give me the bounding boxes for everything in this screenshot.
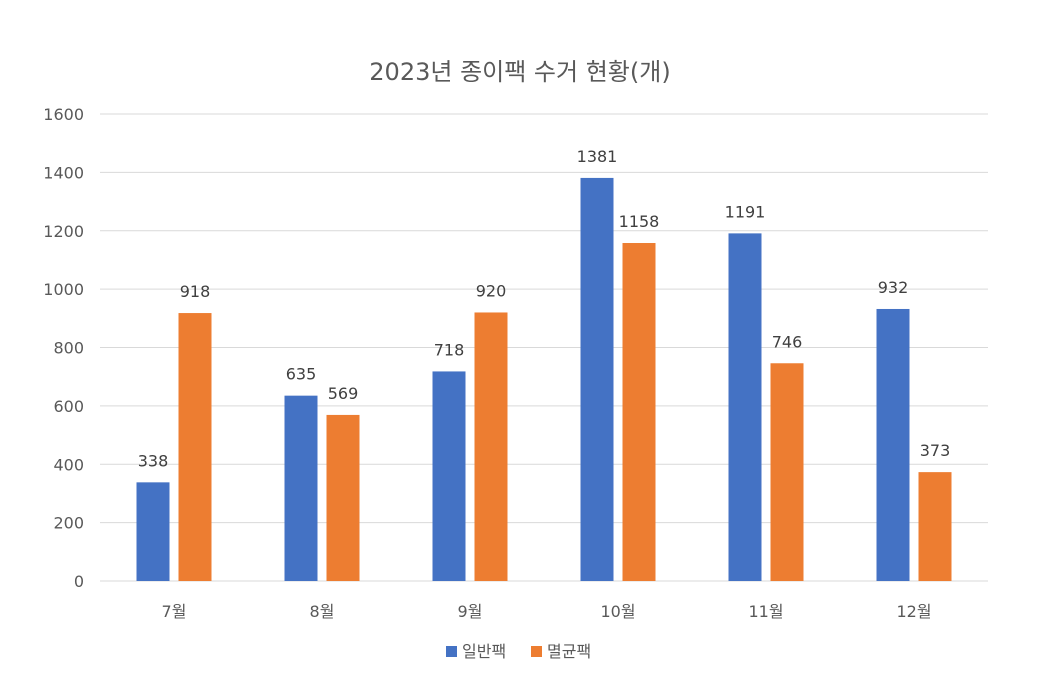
bar-sterile-pack xyxy=(474,312,508,581)
bar-sterile-pack xyxy=(622,243,656,582)
legend-swatch xyxy=(531,646,542,657)
y-tick-label: 200 xyxy=(53,514,84,533)
bar-general-pack xyxy=(728,233,762,581)
x-tick-label: 7월 xyxy=(162,602,187,621)
y-tick-label: 1000 xyxy=(43,280,84,299)
y-tick-label: 0 xyxy=(74,572,84,591)
legend-swatch xyxy=(446,646,457,657)
y-tick-label: 1200 xyxy=(43,222,84,241)
data-label: 1158 xyxy=(619,212,660,231)
data-labels: 338 918 635 569 718 920 1381 1158 1191 746 932 373 xyxy=(138,147,951,470)
bar-sterile-pack xyxy=(918,472,952,581)
bar-general-pack xyxy=(876,308,910,581)
y-tick-label: 800 xyxy=(53,339,84,358)
bars xyxy=(136,177,952,582)
x-tick-label: 11월 xyxy=(748,602,783,621)
data-label: 373 xyxy=(920,441,951,460)
legend-label: 멸균팩 xyxy=(547,642,591,661)
bar-general-pack xyxy=(136,482,170,581)
y-tick-label: 1600 xyxy=(43,105,84,124)
gridlines xyxy=(100,113,988,582)
data-label: 338 xyxy=(138,451,169,470)
bar-sterile-pack xyxy=(326,414,360,581)
x-tick-label: 8월 xyxy=(310,602,335,621)
y-tick-label: 1400 xyxy=(43,163,84,182)
x-tick-label: 12월 xyxy=(896,602,931,621)
data-label: 1381 xyxy=(577,147,618,166)
data-label: 718 xyxy=(434,340,465,359)
bar-sterile-pack xyxy=(178,313,212,581)
bar-general-pack xyxy=(432,371,466,581)
data-label: 920 xyxy=(476,281,507,300)
chart-title: 2023년 종이팩 수거 현황(개) xyxy=(369,58,670,86)
data-label: 932 xyxy=(878,278,909,297)
data-label: 635 xyxy=(286,365,317,384)
bar-general-pack xyxy=(284,395,318,581)
y-tick-label: 600 xyxy=(53,397,84,416)
legend: 일반팩 멸균팩 xyxy=(446,642,591,661)
y-tick-label: 400 xyxy=(53,455,84,474)
legend-label: 일반팩 xyxy=(462,642,506,661)
bar-sterile-pack xyxy=(770,363,804,581)
x-axis-ticks: 7월 8월 9월 10월 11월 12월 xyxy=(162,602,932,621)
data-label: 918 xyxy=(180,282,211,301)
x-tick-label: 9월 xyxy=(458,602,483,621)
y-axis-ticks: 0 200 400 600 800 1000 1200 1400 1600 xyxy=(43,105,84,591)
data-label: 1191 xyxy=(725,202,766,221)
bar-general-pack xyxy=(580,177,614,581)
data-label: 569 xyxy=(328,384,359,403)
data-label: 746 xyxy=(772,332,803,351)
x-tick-label: 10월 xyxy=(600,602,635,621)
